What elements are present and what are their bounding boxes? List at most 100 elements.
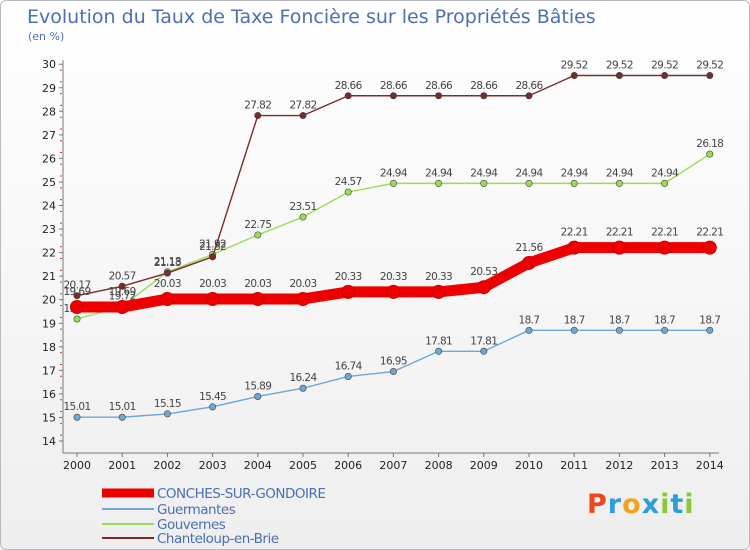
y-tick-label: 25 <box>42 176 56 189</box>
data-point <box>480 179 488 187</box>
data-label: 29.52 <box>561 60 588 72</box>
data-label: 20.33 <box>425 271 452 283</box>
data-label: 21.92 <box>199 238 226 250</box>
data-point <box>115 300 130 315</box>
y-tick-label: 29 <box>42 82 56 95</box>
data-point <box>525 326 533 334</box>
data-label: 16.74 <box>335 360 363 372</box>
data-label: 19.72 <box>109 290 136 302</box>
data-label: 24.94 <box>651 167 679 179</box>
data-label: 24.94 <box>561 167 589 179</box>
x-tick-label: 2006 <box>334 459 362 472</box>
data-point <box>615 72 623 80</box>
data-point <box>344 372 352 380</box>
data-point <box>254 112 262 120</box>
legend-label: Gouvernes <box>157 517 226 533</box>
data-label: 18.7 <box>609 314 630 326</box>
data-label: 19.69 <box>63 286 90 298</box>
data-label: 20.33 <box>380 271 407 283</box>
data-label: 22.21 <box>651 227 678 239</box>
x-tick-label: 2010 <box>515 459 543 472</box>
data-point <box>209 403 217 411</box>
data-label: 15.01 <box>63 401 90 413</box>
data-point <box>702 240 717 255</box>
data-label: 26.18 <box>696 138 723 150</box>
data-label: 18.7 <box>699 314 720 326</box>
data-point <box>70 300 84 315</box>
data-point <box>389 179 397 187</box>
y-tick-label: 15 <box>42 411 56 424</box>
data-label: 20.17 <box>63 280 90 292</box>
data-point <box>431 284 446 299</box>
data-point <box>570 179 578 187</box>
data-point <box>389 368 397 376</box>
y-tick-label: 17 <box>42 364 56 377</box>
y-unit-label: (en %) <box>28 30 65 43</box>
data-point <box>435 347 443 355</box>
y-tick-label: 24 <box>42 200 56 213</box>
data-point <box>480 347 488 355</box>
data-label: 28.66 <box>425 80 453 92</box>
data-label: 21.56 <box>515 242 543 254</box>
data-point <box>163 269 171 277</box>
data-point <box>344 92 352 100</box>
data-point <box>299 112 307 120</box>
data-label: 15.15 <box>154 398 181 410</box>
legend-label: Chanteloup-en-Brie <box>157 531 279 547</box>
proxiti-logo: Proxiti <box>587 489 695 520</box>
data-label: 15.01 <box>109 401 136 413</box>
data-point <box>73 315 81 323</box>
legend-label: CONCHES-SUR-GONDOIRE <box>157 486 325 502</box>
data-point <box>163 410 171 418</box>
x-tick-label: 2012 <box>605 459 633 472</box>
data-label: 29.52 <box>696 60 723 72</box>
x-tick-label: 2009 <box>470 459 498 472</box>
data-label: 24.57 <box>335 176 362 188</box>
legend-label: Guermantes <box>157 502 236 518</box>
data-point <box>476 280 491 295</box>
data-point <box>661 179 669 187</box>
data-label: 24.94 <box>515 167 543 179</box>
data-point <box>435 179 443 187</box>
data-label: 27.82 <box>289 100 316 112</box>
data-label: 16.24 <box>289 372 317 384</box>
chart-title: Evolution du Taux de Taxe Foncière sur l… <box>27 6 596 28</box>
y-tick-label: 22 <box>42 247 56 260</box>
data-label: 20.33 <box>335 271 362 283</box>
data-point <box>570 326 578 334</box>
x-tick-label: 2005 <box>289 459 317 472</box>
data-label: 29.52 <box>606 60 633 72</box>
x-tick-label: 2001 <box>108 459 136 472</box>
data-label: 22.21 <box>561 227 588 239</box>
data-point <box>341 284 356 299</box>
y-tick-label: 27 <box>42 129 56 142</box>
data-label: 18.7 <box>564 314 585 326</box>
data-point <box>612 240 627 255</box>
data-label: 20.03 <box>199 278 226 290</box>
x-tick-label: 2000 <box>63 459 91 472</box>
data-point <box>299 384 307 392</box>
data-label: 17.81 <box>425 335 452 347</box>
data-point <box>706 326 714 334</box>
y-tick-label: 28 <box>42 105 56 118</box>
data-point <box>254 392 262 400</box>
y-tick-label: 14 <box>42 435 56 448</box>
data-label: 15.45 <box>199 391 226 403</box>
data-point <box>657 240 672 255</box>
x-tick-label: 2002 <box>153 459 181 472</box>
x-tick-label: 2014 <box>696 459 724 472</box>
y-tick-label: 26 <box>42 152 56 165</box>
data-point <box>435 92 443 100</box>
data-point <box>525 92 533 100</box>
x-tick-label: 2003 <box>199 459 227 472</box>
data-label: 21.82 <box>199 241 226 253</box>
data-point <box>344 188 352 196</box>
data-label: 28.66 <box>515 80 543 92</box>
data-label: 28.66 <box>380 80 408 92</box>
data-label: 22.21 <box>606 227 633 239</box>
data-point <box>567 240 582 255</box>
data-point <box>160 291 175 306</box>
x-tick-label: 2007 <box>379 459 407 472</box>
